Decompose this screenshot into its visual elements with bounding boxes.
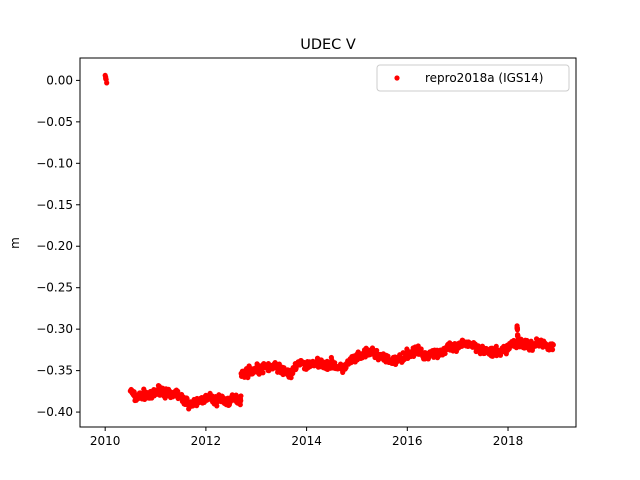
x-tick-label: 2014: [291, 434, 322, 448]
y-tick-label: −0.15: [36, 198, 73, 212]
data-point: [260, 370, 266, 376]
x-tick-label: 2016: [392, 434, 423, 448]
y-tick-label: 0.00: [46, 73, 73, 87]
legend-box: [376, 64, 570, 92]
data-point: [237, 402, 243, 408]
data-point: [238, 393, 244, 399]
x-axis-ticks: 2010 2012 2014 2016 2018: [90, 427, 523, 448]
legend-entry-0: repro2018a (IGS14): [425, 71, 543, 85]
data-point: [514, 323, 520, 329]
chart-title: UDEC V: [300, 37, 356, 53]
y-tick-label: −0.40: [36, 405, 73, 419]
y-tick-label: −0.30: [36, 322, 73, 336]
plot-frame: [79, 57, 577, 428]
data-point: [104, 80, 110, 86]
data-point: [214, 403, 220, 409]
points-layer: [102, 72, 556, 412]
data-point: [238, 398, 244, 404]
y-axis-ticks: 0.00 −0.05 −0.10 −0.15 −0.20 −0.25 −0.30 −0.35 −…: [36, 73, 80, 419]
y-tick-label: −0.05: [36, 115, 73, 129]
data-point: [175, 388, 181, 394]
data-point: [515, 333, 521, 339]
x-tick-label: 2018: [493, 434, 524, 448]
data-point: [549, 347, 556, 353]
data-point: [374, 347, 380, 354]
x-tick-label: 2010: [90, 434, 121, 448]
plot-area: 2010 2012 2014 2016 2018 0.00 −0.05 −0.10 −0.15…: [36, 57, 577, 448]
y-tick-label: −0.10: [36, 156, 73, 170]
data-point: [442, 350, 448, 357]
data-point: [514, 327, 521, 333]
y-axis-label: m: [8, 237, 22, 249]
y-tick-label: −0.25: [36, 281, 73, 295]
data-point: [550, 342, 556, 348]
x-tick-label: 2012: [191, 434, 222, 448]
y-tick-label: −0.35: [36, 364, 73, 378]
data-point: [411, 353, 417, 360]
y-tick-label: −0.20: [36, 239, 73, 253]
legend-marker: [394, 75, 400, 81]
legend: repro2018a (IGS14): [376, 64, 570, 92]
data-point: [103, 76, 109, 82]
